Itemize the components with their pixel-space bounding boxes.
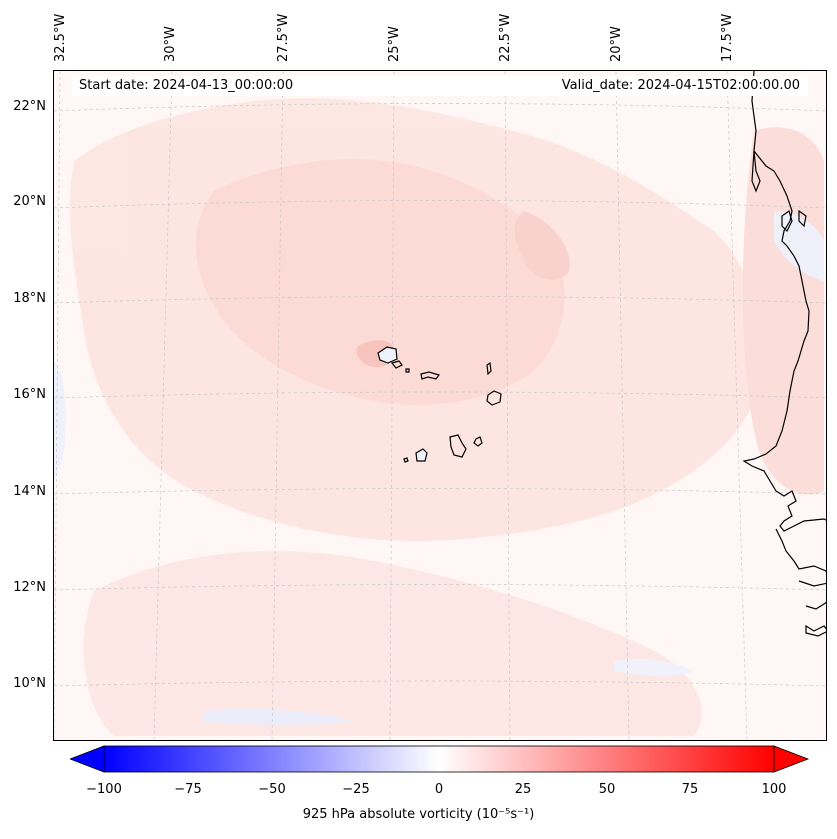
lon-label-32-5w: 32.5°W (53, 13, 68, 62)
island-sao-nicolau (420, 371, 440, 380)
vorticity-map[interactable] (53, 70, 827, 741)
graticule-line (54, 71, 61, 740)
colorbar-body (103, 745, 775, 773)
vorticity-band (742, 127, 824, 495)
vorticity-band (514, 211, 570, 280)
island-outline (751, 150, 761, 193)
island-boa-vista (486, 390, 502, 406)
island-fogo (415, 448, 428, 462)
lat-label-16n: 16°N (13, 387, 46, 402)
graticule-line (54, 391, 826, 399)
africa-coastline (775, 528, 826, 573)
island-sao-vicente (390, 360, 403, 369)
graticule-line (389, 71, 395, 740)
colorbar-max-extend (773, 745, 810, 773)
island-sal (486, 361, 492, 376)
date-info-bar (72, 76, 808, 96)
graticule-line (271, 71, 284, 740)
lon-label-22-5w: 22.5°W (498, 13, 513, 62)
colorbar-tick-50: 50 (598, 782, 616, 797)
colorbar-tick-100: 100 (761, 782, 787, 797)
colorbar-tick-0: 0 (434, 782, 444, 797)
graticule-line (54, 680, 826, 687)
island-santiago (449, 434, 467, 458)
lon-label-27-5w: 27.5°W (276, 13, 291, 62)
negative-vorticity-patch (774, 211, 824, 281)
lat-label-18n: 18°N (13, 291, 46, 306)
island-outline (781, 210, 793, 233)
colorbar-tick-minus25: −25 (342, 782, 370, 797)
valid-date-label: Valid_date: 2024-04-15T02:00:00.00 (561, 78, 800, 93)
lat-label-20n: 20°N (13, 194, 46, 209)
graticule-line (726, 71, 748, 740)
africa-coastline (742, 71, 826, 532)
colorbar (70, 745, 810, 773)
island-santo-antao (377, 346, 398, 364)
island-outline (798, 209, 807, 228)
colorbar-tick-75: 75 (681, 782, 699, 797)
lat-label-22n: 22°N (13, 99, 46, 114)
colorbar-tick-minus100: −100 (86, 782, 122, 797)
graticule-line (54, 584, 826, 591)
graticule-line (504, 71, 511, 740)
graticule-line (615, 71, 630, 740)
colorbar-min-extend (70, 745, 105, 773)
vorticity-band (83, 551, 702, 736)
graticule (54, 71, 826, 740)
africa-coastline (798, 580, 826, 587)
colorbar-tick-minus75: −75 (174, 782, 202, 797)
graticule-line (54, 296, 826, 304)
graticule-line (54, 488, 826, 495)
lon-label-17-5w: 17.5°W (720, 13, 735, 62)
africa-coastline (805, 601, 826, 610)
colorbar-tick-minus50: −50 (258, 782, 286, 797)
lat-label-10n: 10°N (13, 676, 46, 691)
lon-label-30w: 30°W (163, 26, 178, 62)
negative-vorticity-patch (614, 659, 694, 677)
island-santa-luzia (405, 368, 410, 373)
island-brava (403, 457, 409, 463)
map-canvas (54, 71, 826, 740)
graticule-line (153, 71, 173, 740)
graticule-line (54, 200, 826, 209)
vorticity-field (54, 98, 824, 736)
graticule-line (54, 103, 826, 112)
lon-label-20w: 20°W (609, 26, 624, 62)
lat-label-14n: 14°N (13, 484, 46, 499)
vorticity-band (195, 159, 565, 405)
africa-coastline (805, 624, 826, 637)
colorbar-label: 925 hPa absolute vorticity (10⁻⁵s⁻¹) (302, 807, 535, 822)
island-maio (473, 436, 483, 447)
lat-label-12n: 12°N (13, 580, 46, 595)
negative-vorticity-patch (204, 709, 354, 725)
lon-label-25w: 25°W (387, 26, 402, 62)
negative-vorticity-patch (54, 361, 66, 481)
colorbar-tick-25: 25 (514, 782, 532, 797)
cabo-verde-islands (377, 346, 502, 463)
start-date-label: Start date: 2024-04-13_00:00:00 (79, 78, 294, 93)
